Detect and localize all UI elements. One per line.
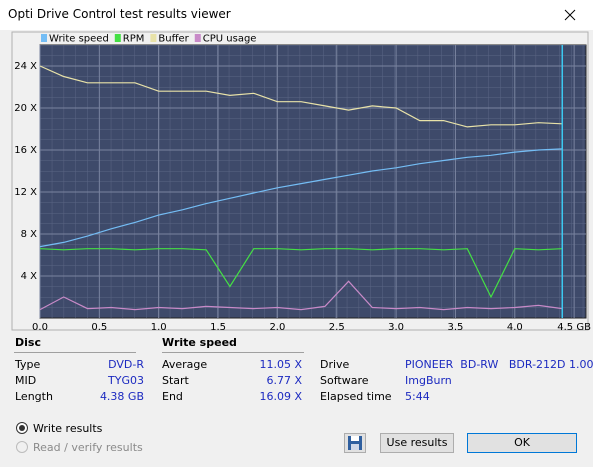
x-tick-label: 1.0 — [151, 322, 167, 332]
series-line — [39, 248, 563, 299]
window-title: Opti Drive Control test results viewer — [8, 7, 231, 21]
info-value: 4.38 GB — [99, 390, 144, 403]
ok-button[interactable]: OK — [467, 433, 577, 453]
info-label: Elapsed time — [320, 390, 392, 403]
chart: Write speed RPM Buffer CPU usage 4 X 8 X 12 X… — [11, 31, 591, 332]
disc-heading: Disc — [15, 336, 41, 349]
radio-dot — [19, 425, 25, 431]
info-value: PIONEER BD-RW BDR-212D 1.00 — [405, 358, 593, 371]
legend-label: CPU usage — [203, 34, 257, 45]
x-tick-label: 3.0 — [388, 322, 404, 332]
x-tick-label: 4.0 — [507, 322, 523, 332]
x-tick-label: 1.5 — [210, 322, 226, 332]
info-value: 11.05 X — [259, 358, 302, 371]
legend-swatch — [41, 34, 47, 42]
info-value: TYG03 — [108, 374, 144, 387]
y-tick-label: 16 X — [14, 145, 37, 156]
legend-swatch — [194, 34, 201, 42]
radio — [16, 441, 28, 453]
y-tick-label: 24 X — [14, 61, 37, 72]
series-line — [39, 280, 563, 311]
info-label: Length — [15, 390, 53, 403]
separator — [162, 352, 304, 353]
info-value: DVD-R — [108, 358, 144, 371]
legend-label: Write speed — [49, 34, 109, 45]
info-label: Type — [15, 358, 41, 371]
info-label: Average — [162, 358, 208, 371]
radio-label: Read / verify results — [33, 441, 143, 454]
separator — [14, 352, 136, 353]
series-line — [39, 65, 563, 128]
legend-label: RPM — [123, 34, 145, 45]
radio-group — [16, 422, 28, 453]
info-label: End — [162, 390, 183, 403]
info-value: 5:44 — [405, 390, 430, 403]
close-button[interactable] — [563, 8, 577, 22]
x-tick-label: 3.5 — [447, 322, 463, 332]
x-tick-label: 0.0 — [32, 322, 48, 332]
y-tick-label: 8 X — [21, 229, 38, 240]
save-button[interactable] — [344, 433, 366, 453]
radio-label[interactable]: Write results — [33, 422, 103, 435]
x-tick-label: 2.0 — [269, 322, 285, 332]
write-speed-heading: Write speed — [162, 336, 237, 349]
info-value: ImgBurn — [405, 374, 452, 387]
x-tick-label: 2.5 — [329, 322, 345, 332]
info-label: Drive — [320, 358, 350, 371]
y-tick-label: 12 X — [14, 187, 37, 198]
info-label: MID — [15, 374, 37, 387]
legend-swatch — [150, 34, 157, 42]
use-results-button[interactable]: Use results — [380, 433, 454, 453]
x-tick-label: 0.5 — [91, 322, 107, 332]
y-tick-label: 4 X — [21, 271, 38, 282]
title-bar — [0, 0, 593, 30]
info-value: 16.09 X — [259, 390, 302, 403]
series-line — [39, 148, 563, 248]
info-label: Start — [162, 374, 189, 387]
info-label: Software — [320, 374, 369, 387]
legend-swatch — [114, 34, 121, 42]
legend-label: Buffer — [158, 34, 189, 45]
info-value: 6.77 X — [266, 374, 302, 387]
y-tick-label: 20 X — [14, 103, 37, 114]
x-tick-label: 4.5 GB — [557, 322, 591, 332]
